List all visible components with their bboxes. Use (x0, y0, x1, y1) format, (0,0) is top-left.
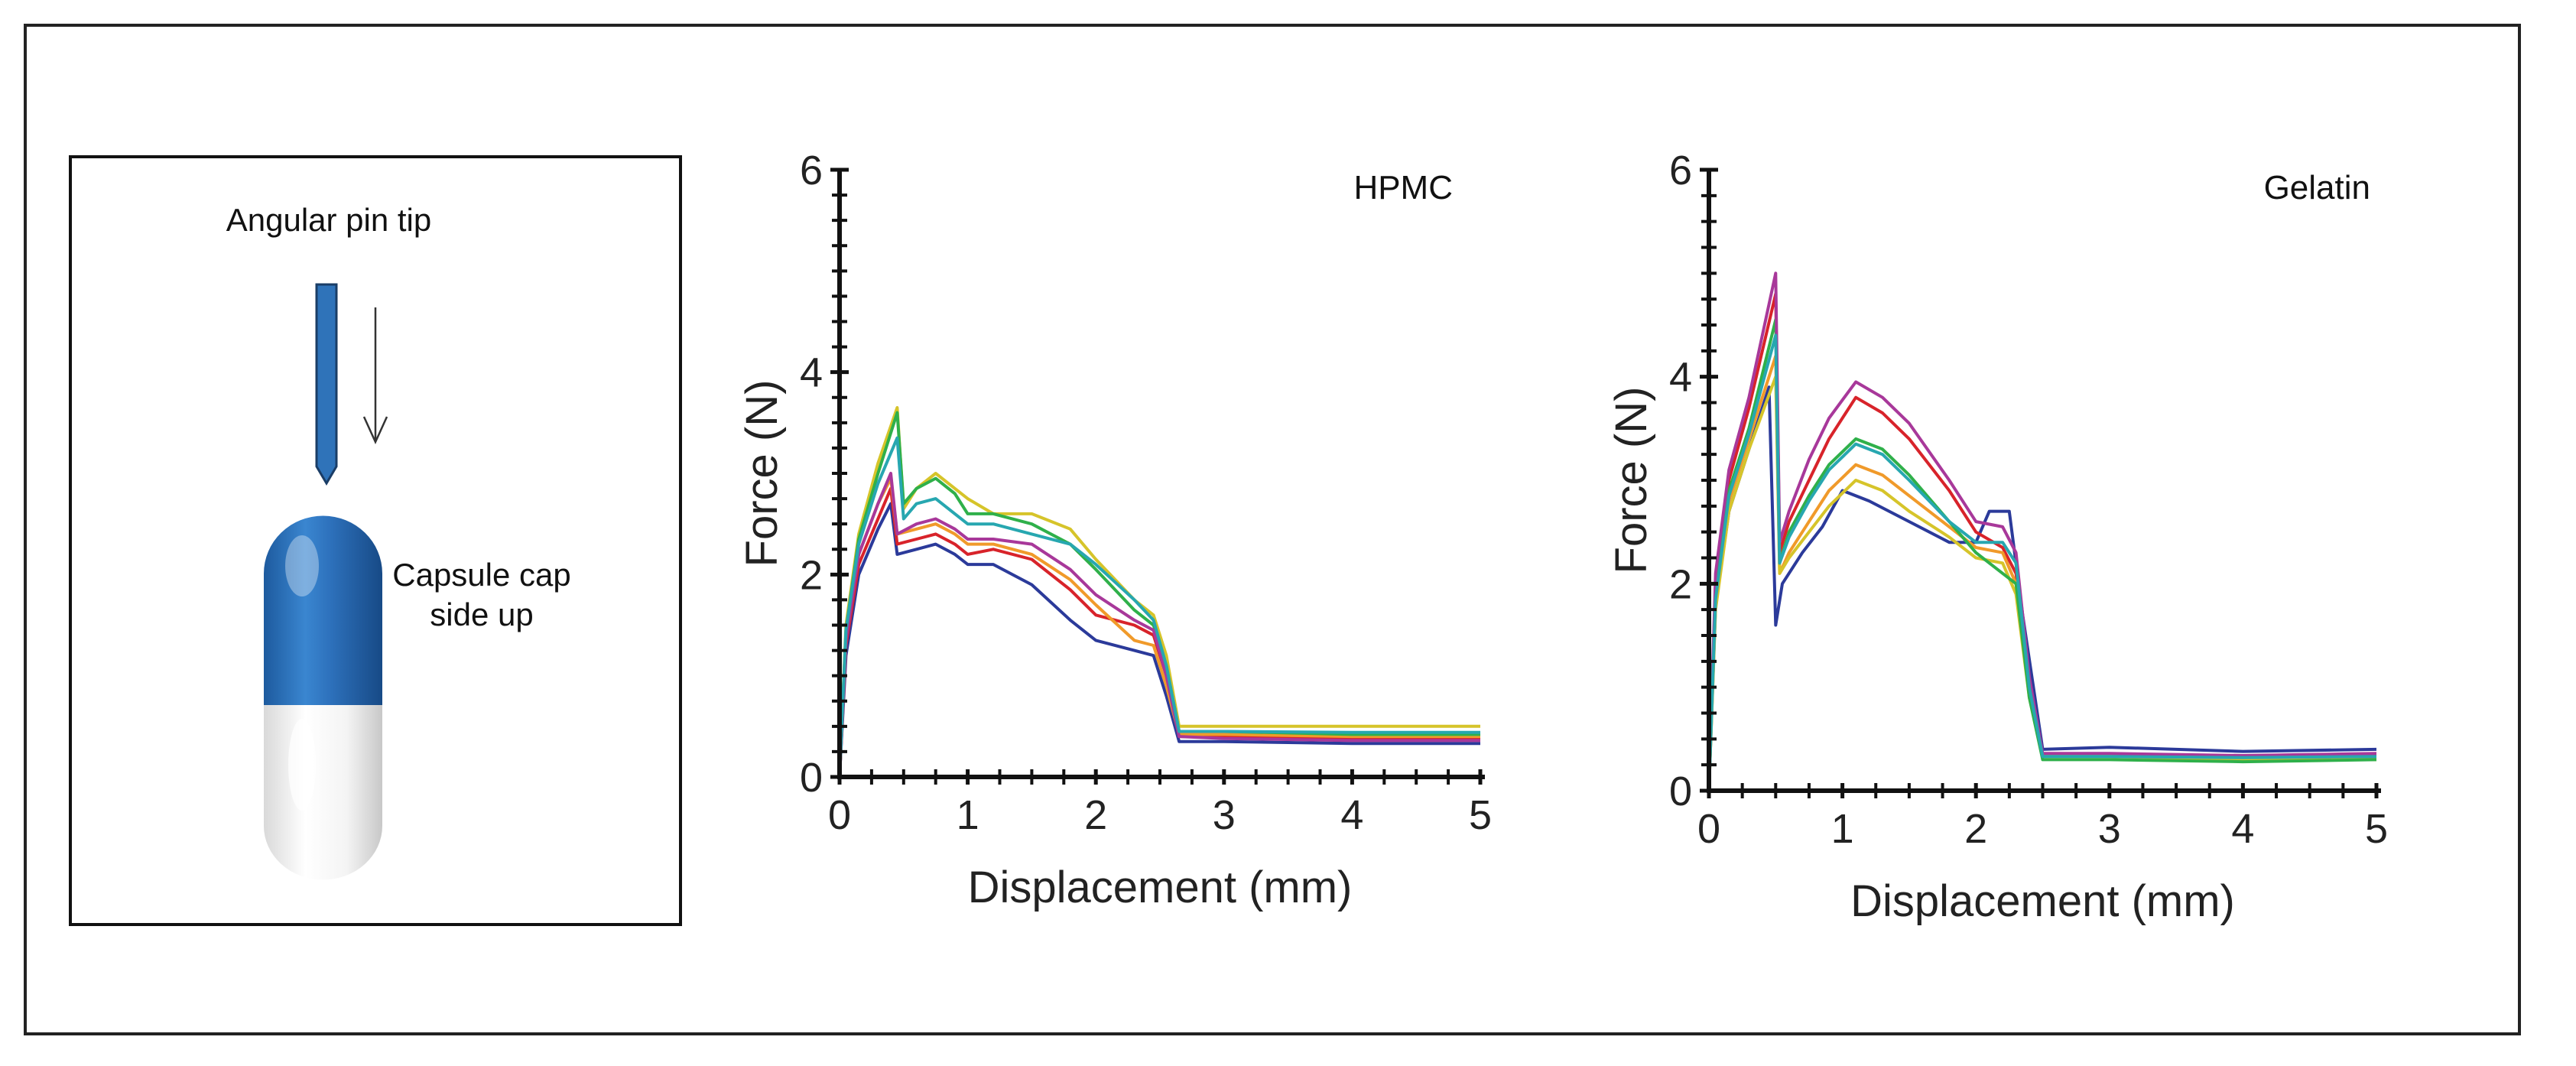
gelatin-series-run-7 (1707, 333, 2377, 791)
hpmc-x-tick-label: 5 (1469, 792, 1492, 838)
pin-label: Angular pin tip (226, 202, 432, 238)
gelatin-x-tick-label: 5 (2365, 806, 2388, 852)
hpmc-x-tick-label: 4 (1340, 792, 1363, 838)
hpmc-y-tick-label: 4 (800, 350, 823, 396)
arrow-down-icon (362, 307, 388, 445)
hpmc-series-run-1 (838, 502, 1480, 778)
hpmc-y-tick-label: 0 (800, 755, 823, 801)
hpmc-x-axis-label: Displacement (mm) (968, 863, 1353, 912)
hpmc-y-axis-label: Force (N) (737, 380, 787, 567)
hpmc-x-tick-label: 3 (1213, 792, 1236, 838)
gelatin-y-axis-label: Force (N) (1606, 387, 1656, 574)
gelatin-x-tick-label: 0 (1697, 806, 1720, 852)
diagram-frame (69, 155, 682, 926)
gelatin-chart-title: Gelatin (2264, 169, 2370, 206)
gelatin-y-tick-label: 6 (1669, 148, 1692, 193)
gelatin-x-tick-label: 2 (1964, 806, 1987, 852)
hpmc-series-run-5 (838, 411, 1480, 778)
gelatin-y-tick-label: 0 (1669, 769, 1692, 814)
angular-pin-tip-icon (315, 283, 338, 486)
gelatin-x-tick-label: 3 (2098, 806, 2121, 852)
gelatin-x-tick-label: 4 (2231, 806, 2254, 852)
capsule-icon (264, 515, 382, 880)
diagram-panel: Angular pin tip Capsule cap side up (69, 155, 682, 926)
hpmc-series-run-4 (838, 406, 1480, 778)
hpmc-x-tick-label: 2 (1084, 792, 1107, 838)
gelatin-series-run-4 (1707, 375, 2376, 791)
chart-gelatin: 0 1 2 3 4 5 0 2 4 6 Displacement (mm) Force (N) Gela… (1606, 148, 2388, 926)
gelatin-x-axis-label: Displacement (mm) (1850, 876, 2235, 926)
hpmc-x-tick-label: 1 (957, 792, 979, 838)
outer-frame (24, 24, 2521, 1035)
hpmc-y-tick-label: 6 (800, 148, 823, 193)
capsule-label-line1: Capsule cap (392, 557, 570, 593)
gelatin-y-tick-label: 4 (1669, 355, 1692, 401)
gelatin-x-tick-label: 1 (1831, 806, 1854, 852)
hpmc-chart-title: HPMC (1353, 169, 1453, 206)
hpmc-x-tick-label: 0 (828, 792, 851, 838)
chart-hpmc: 0 1 2 3 4 5 0 2 4 6 Displacement (mm) Force (N) HPMC (737, 148, 1492, 912)
hpmc-series-run-7 (838, 436, 1480, 778)
gelatin-series-run-3 (1707, 354, 2377, 791)
gelatin-y-tick-label: 2 (1669, 561, 1692, 607)
gelatin-series-run-5 (1707, 318, 2377, 791)
capsule-label-line2: side up (430, 596, 533, 632)
hpmc-y-tick-label: 2 (800, 552, 823, 598)
gelatin-series-run-1 (1707, 385, 2377, 791)
